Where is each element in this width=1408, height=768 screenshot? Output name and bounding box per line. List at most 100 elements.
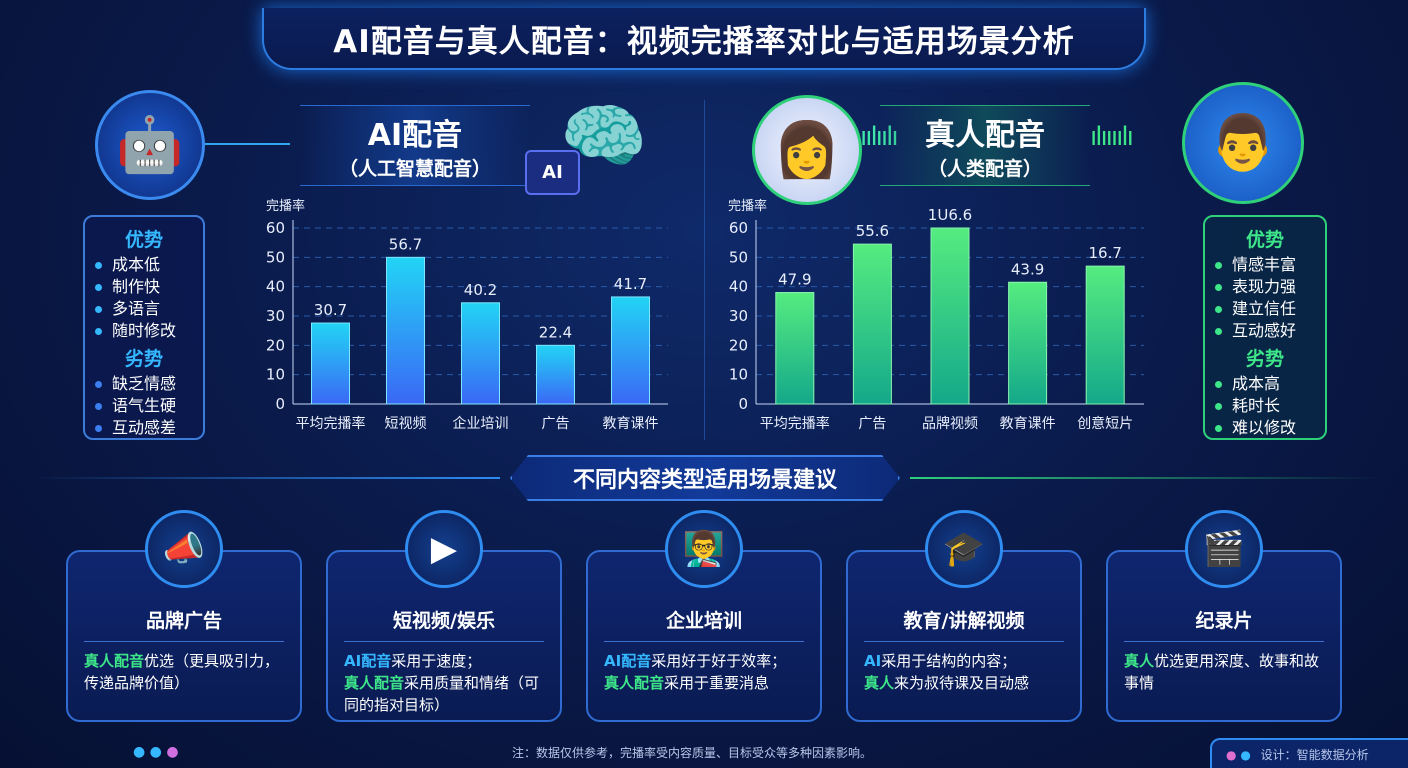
robot-avatar-icon: 🤖 [95, 90, 205, 200]
divider [910, 477, 1380, 479]
x-tick-label: 广告 [542, 416, 570, 432]
card-title: 教育/讲解视频 [864, 606, 1064, 642]
x-tick-label: 创意短片 [1077, 415, 1133, 432]
scenario-card: 👨‍🏫 企业培训 AI配音采用好于好于效率； 真人配音采用于重要消息 [586, 510, 822, 722]
y-tick-label: 50 [266, 248, 285, 266]
card-text: AI配音采用好于好于效率； 真人配音采用于重要消息 [604, 652, 787, 692]
footer-note: 注：数据仅供参考，完播率受内容质量、目标受众等多种因素影响。 [512, 746, 873, 760]
bar [386, 256, 425, 405]
divider [30, 477, 500, 479]
y-tick-label: 30 [729, 307, 748, 325]
footer: ● ● ● 注：数据仅供参考，完播率受内容质量、目标受众等多种因素影响。 ● ●… [0, 738, 1408, 768]
human-header: 真人配音 （人类配音） [880, 105, 1090, 186]
connector-lines [205, 143, 290, 145]
card-text: 真人配音优选（更具吸引力，传递品牌价值） [84, 652, 280, 692]
human-pro-item: 建立信任 [1215, 298, 1315, 320]
y-tick-label: 10 [266, 366, 285, 384]
scenario-card: 🎬 纪录片真人优选更用深度、故事和故事情 [1106, 510, 1342, 722]
data-label: 40.2 [464, 281, 497, 299]
presentation-icon: 👨‍🏫 [665, 510, 743, 588]
bar [311, 322, 350, 405]
bar [461, 302, 500, 405]
human-con-item: 耗时长 [1215, 395, 1315, 417]
ai-pro-item: 多语言 [95, 298, 193, 320]
x-tick-label: 平均完播率 [296, 415, 366, 432]
ai-pros-title: 优势 [124, 229, 163, 251]
y-tick-label: 20 [266, 336, 285, 354]
ai-cons-title: 劣势 [124, 348, 163, 370]
y-axis-label: 完播率 [728, 198, 767, 214]
bar [611, 296, 650, 405]
data-label: 22.4 [539, 323, 572, 341]
bar [1085, 265, 1125, 405]
card-title: 企业培训 [604, 606, 804, 642]
x-tick-label: 教育课件 [1000, 416, 1056, 432]
x-tick-label: 短视频 [385, 416, 427, 432]
data-label: 1U6.6 [928, 206, 972, 224]
bar [536, 344, 575, 405]
ai-con-item: 缺乏情感 [95, 373, 193, 395]
x-tick-label: 企业培训 [453, 415, 509, 432]
woman-avatar-icon: 👩 [752, 95, 862, 205]
data-label: 47.9 [778, 271, 811, 289]
data-label: 55.6 [856, 222, 889, 240]
bar [852, 243, 892, 405]
bar [930, 227, 970, 405]
man-avatar-icon: 👨 [1182, 82, 1304, 204]
scenario-card: 🎓 教育/讲解视频 AI采用于结构的内容； 真人来为叔待课及目动感 [846, 510, 1082, 722]
ai-pros-cons: 优势 成本低 制作快 多语言 随时修改 劣势 缺乏情感 语气生硬 互动感差 [83, 215, 205, 440]
video-camera-icon: 🎬 [1185, 510, 1263, 588]
human-pro-item: 互动感好 [1215, 320, 1315, 342]
y-tick-label: 40 [729, 278, 748, 296]
y-tick-label: 0 [275, 395, 285, 413]
x-tick-label: 广告 [858, 416, 886, 432]
human-pro-item: 表现力强 [1215, 276, 1315, 298]
x-tick-label: 平均完播率 [760, 415, 830, 432]
ai-pro-item: 随时修改 [95, 320, 193, 342]
ai-pro-item: 制作快 [95, 276, 193, 298]
y-tick-label: 0 [738, 395, 748, 413]
card-title: 品牌广告 [84, 606, 284, 642]
data-label: 56.7 [389, 235, 422, 253]
human-bar-chart: 完播率 0 10 20 30 40 50 60 47.9 平均完播率 55.6 广告 1U6.6 品牌视频… [712, 190, 1162, 444]
footer-credit: 设计：智能数据分析 [1260, 748, 1369, 762]
y-axis-label: 完播率 [266, 198, 305, 214]
data-label: 16.7 [1088, 244, 1121, 262]
decor-dots: ● ● ● [133, 744, 179, 760]
card-title: 短视频/娱乐 [344, 606, 544, 642]
section-title: 不同内容类型适用场景建议 [510, 455, 900, 501]
ai-pro-item: 成本低 [95, 254, 193, 276]
footer-credit-panel: ● ● 设计：智能数据分析 [1210, 738, 1408, 768]
data-label: 43.9 [1011, 260, 1044, 278]
card-text: AI配音采用于速度； 真人配音采用质量和情绪（可同的指对目标） [344, 652, 540, 714]
y-tick-label: 50 [729, 248, 748, 266]
x-tick-label: 教育课件 [603, 416, 659, 432]
x-tick-label: 品牌视频 [922, 415, 978, 432]
ai-con-item: 互动感差 [95, 417, 193, 439]
y-tick-label: 40 [266, 278, 285, 296]
data-label: 30.7 [314, 301, 347, 319]
bar [1008, 281, 1048, 405]
y-tick-label: 60 [729, 219, 748, 237]
card-title: 纪录片 [1124, 606, 1324, 642]
human-con-item: 难以修改 [1215, 417, 1315, 439]
scenario-card: ▶ 短视频/娱乐 AI配音采用于速度； 真人配音采用质量和情绪（可同的指对目标） [326, 510, 562, 722]
card-text: 真人优选更用深度、故事和故事情 [1124, 652, 1320, 692]
bar [775, 292, 815, 405]
soundwave-icon: ılıııılı [1090, 122, 1134, 152]
divider [704, 100, 705, 440]
megaphone-icon: 📣 [145, 510, 223, 588]
ai-heading: AI配音 [367, 118, 463, 153]
ai-bar-chart: 完播率 0 10 20 30 40 50 60 30.7 平均完播率 56.7 短视频 40.2 企业培训… [250, 190, 680, 444]
human-con-item: 成本高 [1215, 373, 1315, 395]
ai-header: AI配音 （人工智慧配音） [300, 105, 530, 186]
brain-icon: 🧠 [560, 95, 648, 177]
ai-con-item: 语气生硬 [95, 395, 193, 417]
ai-badge: AI [525, 150, 580, 195]
page-title: AI配音与真人配音：视频完播率对比与适用场景分析 [262, 8, 1146, 70]
graduation-cap-icon: 🎓 [925, 510, 1003, 588]
play-icon: ▶ [405, 510, 483, 588]
human-heading: 真人配音 [925, 118, 1045, 153]
scenario-card: 📣 品牌广告真人配音优选（更具吸引力，传递品牌价值） [66, 510, 302, 722]
ai-subheading: （人工智慧配音） [338, 158, 491, 180]
